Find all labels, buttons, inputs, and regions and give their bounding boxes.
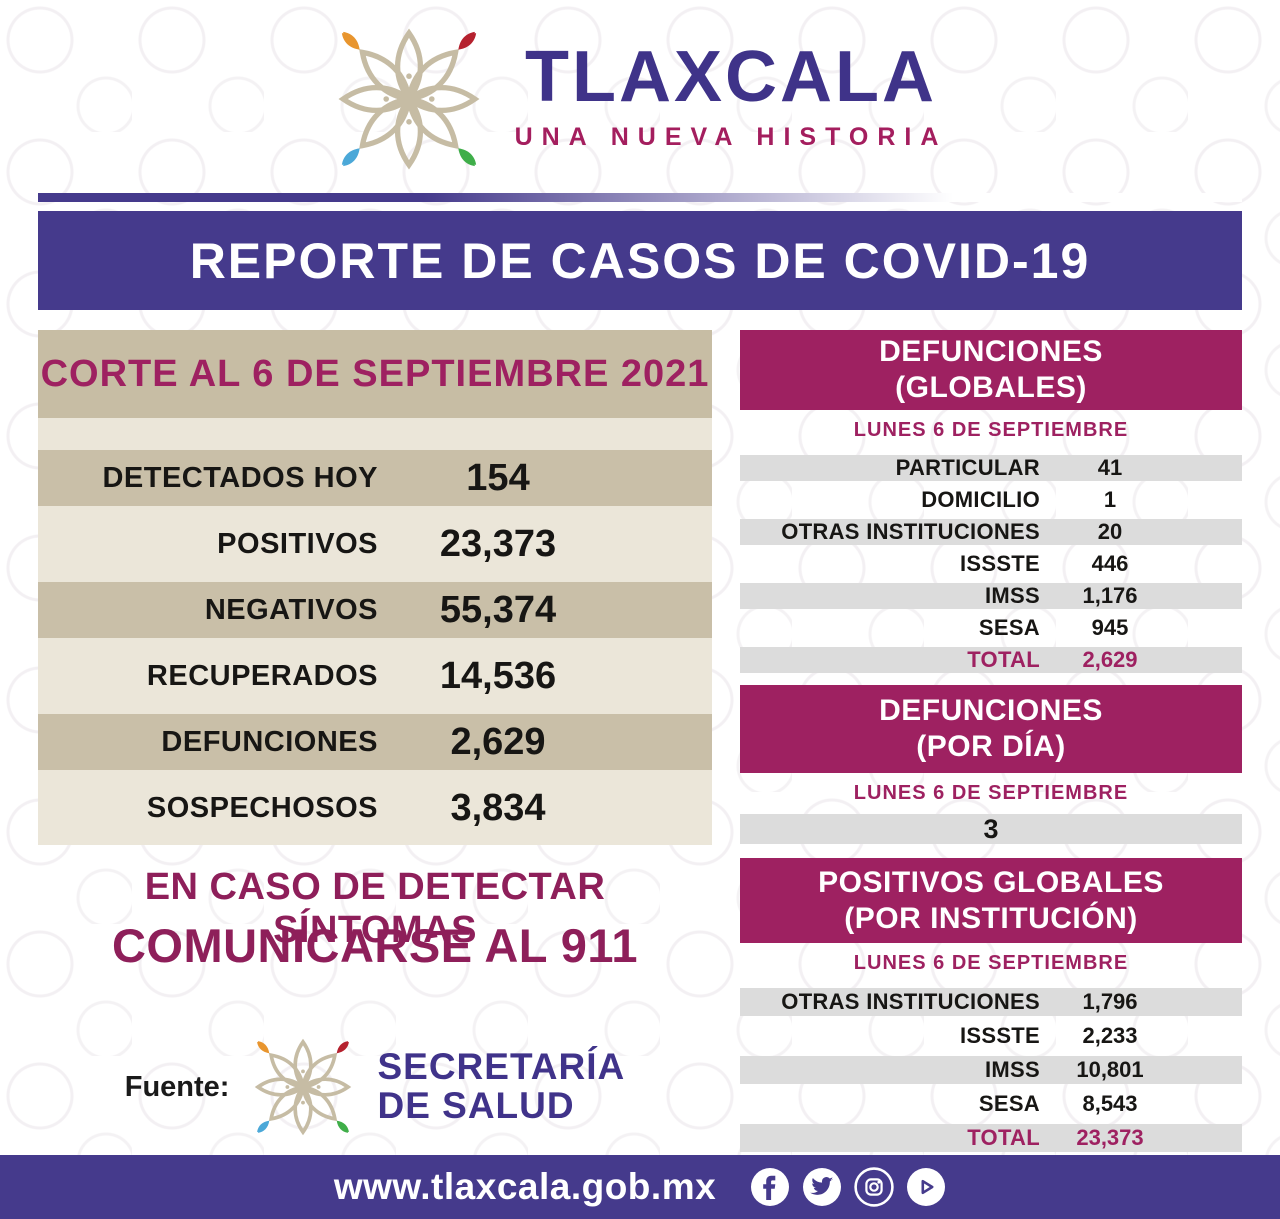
symptoms-notice-line1: EN CASO DE DETECTAR SÍNTOMAS (144, 866, 606, 951)
website-url[interactable]: www.tlaxcala.gob.mx (333, 1166, 717, 1207)
stat-value: 154 (466, 456, 530, 499)
stat-label: DETECTADOS HOY (102, 461, 378, 494)
right-panel: DEFUNCIONES (GLOBALES) LUNES 6 DE SEPTIE… (740, 330, 1242, 1158)
source-name: SECRETARÍA DE SALUD (377, 1046, 626, 1126)
stat-row-recuperados: RECUPERADOS 14,536 (38, 648, 712, 704)
stat-row-positivos: POSITIVOS 23,373 (38, 516, 712, 572)
data-row-issste: ISSSTE 2,233 (740, 1022, 1242, 1050)
row-value: 20 (1097, 519, 1123, 544)
data-row-otras-instituciones: OTRAS INSTITUCIONES 20 (740, 519, 1242, 545)
data-row-otras-instituciones: OTRAS INSTITUCIONES 1,796 (740, 988, 1242, 1016)
row-value: 2,233 (1082, 1023, 1138, 1048)
section-title-line2: (POR INSTITUCIÓN) (844, 901, 1138, 935)
brand-block: TLAXCALA UNA NUEVA HISTORIA (515, 41, 948, 152)
stat-value: 23,373 (439, 522, 557, 565)
row-label: ISSSTE (959, 1023, 1040, 1048)
row-label: ISSSTE (959, 551, 1040, 576)
cutoff-title: CORTE AL 6 DE SEPTIEMBRE 2021 (38, 330, 712, 418)
row-value: 1,796 (1082, 989, 1138, 1014)
section-title-line1: DEFUNCIONES (879, 335, 1103, 368)
positives-institution-total-row: TOTAL 23,373 (740, 1124, 1242, 1152)
row-label: OTRAS INSTITUCIONES (781, 519, 1040, 544)
total-label: TOTAL (967, 647, 1040, 672)
symptoms-notice-line2: COMUNICARSE AL 911 (111, 919, 639, 972)
stat-label: RECUPERADOS (146, 659, 378, 692)
stat-label: SOSPECHOSOS (146, 791, 378, 824)
deaths-global-rows: PARTICULAR 41 DOMICILIO 1 OTRAS INSTITUC… (740, 455, 1242, 673)
section-title-line1: DEFUNCIONES (879, 694, 1103, 727)
total-value: 23,373 (1076, 1125, 1144, 1150)
deaths-global-date: LUNES 6 DE SEPTIEMBRE (853, 419, 1129, 441)
row-value: 945 (1091, 615, 1129, 640)
report-title-banner: REPORTE DE CASOS DE COVID-19 (38, 211, 1242, 310)
positives-institution-header: POSITIVOS GLOBALES (POR INSTITUCIÓN) (740, 858, 1242, 943)
row-value: 446 (1091, 551, 1129, 576)
gradient-divider (38, 193, 1242, 202)
positives-institution-rows: OTRAS INSTITUCIONES 1,796 ISSSTE 2,233 I… (740, 988, 1242, 1152)
source-name-line1: SECRETARÍA (377, 1046, 626, 1088)
section-title-line2: (POR DÍA) (916, 730, 1066, 763)
data-row-domicilio: DOMICILIO 1 (740, 487, 1242, 513)
row-label: DOMICILIO (921, 487, 1040, 512)
total-value: 2,629 (1082, 647, 1138, 672)
source-row: Fuente: SECRETARÍA DE SALUD (38, 1022, 712, 1152)
secretaria-flower-logo-icon (251, 1035, 355, 1139)
section-title-line2: (GLOBALES) (895, 371, 1087, 404)
social-links (750, 1167, 946, 1207)
row-value: 10,801 (1076, 1057, 1144, 1082)
stat-rows: DETECTADOS HOY 154 POSITIVOS 23,373 NEGA… (38, 450, 712, 836)
facebook-icon[interactable] (750, 1167, 790, 1207)
twitter-icon[interactable] (802, 1167, 842, 1207)
instagram-icon[interactable] (854, 1167, 894, 1207)
footer: www.tlaxcala.gob.mx (0, 1155, 1280, 1219)
stat-value: 2,629 (450, 720, 546, 763)
total-label: TOTAL (967, 1125, 1040, 1150)
data-row-imss: IMSS 10,801 (740, 1056, 1242, 1084)
deaths-daily-date: LUNES 6 DE SEPTIEMBRE (853, 782, 1129, 804)
positives-institution-date: LUNES 6 DE SEPTIEMBRE (853, 952, 1129, 974)
tlaxcala-flower-logo-icon (333, 23, 485, 175)
row-label: SESA (978, 1091, 1040, 1116)
row-value: 1 (1103, 487, 1117, 512)
row-label: OTRAS INSTITUCIONES (781, 989, 1040, 1014)
brand-title: TLAXCALA (525, 36, 937, 117)
row-value: 1,176 (1082, 583, 1138, 608)
youtube-icon[interactable] (906, 1167, 946, 1207)
row-label: SESA (978, 615, 1040, 640)
data-row-sesa: SESA 8,543 (740, 1090, 1242, 1118)
brand-tagline: UNA NUEVA HISTORIA (514, 122, 948, 151)
stat-label: NEGATIVOS (204, 593, 378, 626)
cutoff-panel: CORTE AL 6 DE SEPTIEMBRE 2021 DETECTADOS… (38, 330, 712, 845)
stat-label: POSITIVOS (217, 527, 378, 560)
deaths-global-header: DEFUNCIONES (GLOBALES) (740, 330, 1242, 410)
stat-row-defunciones: DEFUNCIONES 2,629 (38, 714, 712, 770)
stat-row-detectados-hoy: DETECTADOS HOY 154 (38, 450, 712, 506)
stat-row-negativos: NEGATIVOS 55,374 (38, 582, 712, 638)
stat-label: DEFUNCIONES (161, 725, 378, 758)
data-row-issste: ISSSTE 446 (740, 551, 1242, 577)
data-row-particular: PARTICULAR 41 (740, 455, 1242, 481)
row-label: PARTICULAR (895, 455, 1040, 480)
data-row-sesa: SESA 945 (740, 615, 1242, 641)
deaths-daily-header: DEFUNCIONES (POR DÍA) (740, 685, 1242, 773)
source-name-line2: DE SALUD (377, 1085, 575, 1126)
data-row-imss: IMSS 1,176 (740, 583, 1242, 609)
source-label: Fuente: (124, 1070, 230, 1103)
section-title-line1: POSITIVOS GLOBALES (818, 865, 1164, 899)
row-label: IMSS (985, 583, 1040, 608)
stat-value: 14,536 (439, 654, 557, 697)
header: TLAXCALA UNA NUEVA HISTORIA (0, 0, 1280, 192)
row-value: 8,543 (1082, 1091, 1138, 1116)
row-value: 41 (1097, 455, 1123, 480)
stat-value: 3,834 (450, 786, 546, 829)
deaths-daily-value: 3 (740, 814, 1242, 844)
page-title: REPORTE DE CASOS DE COVID-19 (189, 232, 1091, 289)
deaths-global-total-row: TOTAL 2,629 (740, 647, 1242, 673)
stat-value: 55,374 (439, 588, 557, 631)
stat-row-sospechosos: SOSPECHOSOS 3,834 (38, 780, 712, 836)
row-label: IMSS (985, 1057, 1040, 1082)
